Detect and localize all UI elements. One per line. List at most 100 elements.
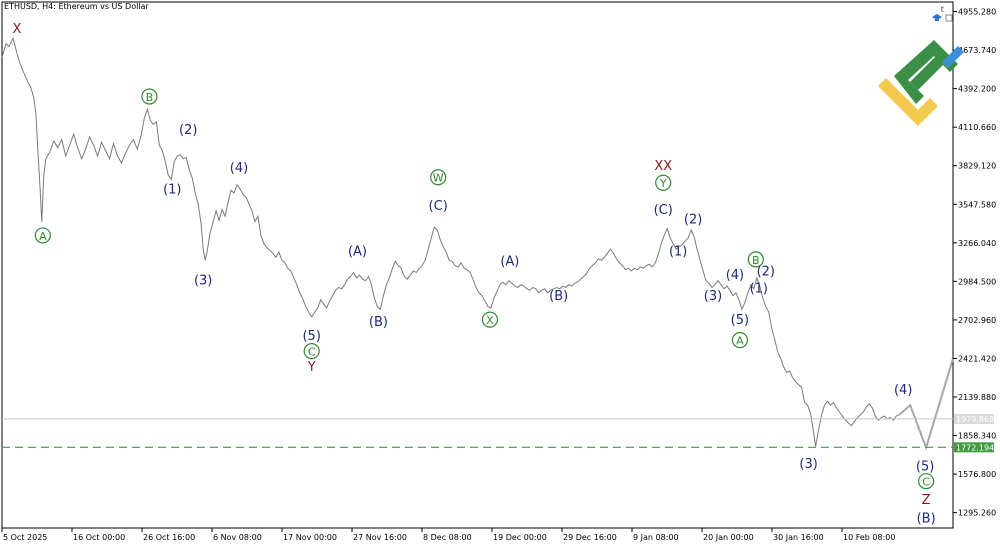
- y-tick-label: 1858.340: [958, 432, 996, 441]
- wave-label-text: A: [39, 230, 47, 243]
- price-series-layer: [1, 36, 954, 451]
- x-tick-label: 9 Jan 08:00: [633, 533, 679, 542]
- wave-label: (3): [799, 457, 817, 472]
- wave-label-text: (3): [799, 457, 817, 472]
- wave-label-circle: [747, 251, 764, 268]
- wave-label: Y: [655, 174, 672, 191]
- plot-border: [1, 1, 954, 529]
- wave-label-text: (5): [916, 460, 934, 475]
- wave-label-circle: [731, 332, 748, 349]
- wave-label: (5): [302, 329, 320, 344]
- wave-label-text: (C): [429, 199, 448, 214]
- wave-label: (4): [726, 268, 744, 283]
- y-tick-label: 2421.420: [958, 354, 996, 363]
- wave-label: (2): [684, 212, 702, 227]
- x-tick-label: 8 Dec 08:00: [423, 533, 472, 542]
- chart-frame: [1, 1, 954, 529]
- wave-label: Z: [922, 493, 931, 508]
- x-tick-label: 30 Jan 16:00: [773, 533, 824, 542]
- wave-label: (A): [500, 254, 519, 269]
- x-tick-label: 6 Nov 08:00: [213, 533, 262, 542]
- wave-labels-layer: XAB(2)(1)(4)(3)(5)CY(A)(B)W(C)(A)X(B)XXY…: [12, 22, 935, 526]
- wave-label-circle: [655, 174, 672, 191]
- y-axis: 4955.280 4673.740 4392.200 4110.660 3829.120…: [953, 8, 996, 518]
- wave-label-circle: [141, 88, 158, 105]
- price-line: [1, 36, 900, 447]
- wave-label: (C): [654, 203, 673, 218]
- wave-label-text: Y: [307, 360, 316, 375]
- wave-label: (1): [669, 245, 687, 260]
- x-tick-label: 29 Dec 16:00: [563, 533, 617, 542]
- wave-label-text: (C): [654, 203, 673, 218]
- wave-label: (4): [894, 383, 912, 398]
- wave-label-text: (5): [302, 329, 320, 344]
- wave-label-text: (B): [917, 512, 936, 527]
- wave-label-text: (3): [704, 289, 722, 304]
- wave-label-text: (4): [230, 161, 248, 176]
- y-tick-label: 4955.280: [958, 8, 996, 17]
- x-tick-label: 26 Oct 16:00: [143, 533, 195, 542]
- wave-label: (1): [163, 182, 181, 197]
- y-tick-label: 1576.800: [958, 470, 996, 479]
- wave-label-text: (B): [549, 289, 568, 304]
- wave-label-text: C: [308, 346, 316, 359]
- wave-label-circle: [34, 227, 51, 244]
- y-tick-label: 3266.040: [958, 239, 996, 248]
- corner-controls[interactable]: t: [932, 5, 953, 24]
- x-tick-label: 27 Nov 16:00: [353, 533, 407, 542]
- chart-title: ETHUSD, H4: Ethereum vs US Dollar: [4, 2, 149, 11]
- wave-label-text: B: [752, 254, 760, 267]
- wave-label-circle: [918, 473, 935, 490]
- y-tick-label: 2984.500: [958, 277, 996, 286]
- wave-label: XX: [654, 159, 672, 174]
- support-level-tag: [954, 442, 994, 453]
- wave-label-circle: [303, 343, 320, 360]
- y-tick-label: 3547.580: [958, 200, 996, 209]
- levels-layer: 1979.868 1772.194: [2, 413, 994, 453]
- x-tick-label: 17 Nov 00:00: [283, 533, 337, 542]
- wave-label: (B): [917, 512, 936, 527]
- wave-label-text: (3): [194, 274, 212, 289]
- y-tick-label: 1295.260: [958, 509, 996, 518]
- wave-label: A: [34, 227, 51, 244]
- wave-label-text: XX: [654, 159, 672, 174]
- wave-label: (A): [348, 244, 367, 259]
- wave-label-text: X: [12, 22, 21, 37]
- x-axis: 5 Oct 2025 16 Oct 00:00 26 Oct 16:00 6 Nov …: [1, 528, 895, 542]
- x-tick-label: 10 Feb 08:00: [843, 533, 895, 542]
- wave-label: (1): [750, 282, 768, 297]
- x-tick-label: 19 Dec 00:00: [493, 533, 547, 542]
- wave-label-text: (2): [757, 265, 775, 280]
- graduation-cap-icon[interactable]: [932, 14, 942, 22]
- wave-label-text: C: [922, 476, 930, 489]
- wave-label-text: (4): [726, 268, 744, 283]
- wave-label: (3): [704, 289, 722, 304]
- x-tick-label: 20 Jan 00:00: [703, 533, 754, 542]
- wave-label: (5): [731, 313, 749, 328]
- wave-label: X: [481, 311, 499, 328]
- wave-label: (2): [179, 123, 197, 138]
- wave-label: Y: [307, 360, 316, 375]
- wave-label: (B): [369, 315, 388, 330]
- wave-label-text: (5): [731, 313, 749, 328]
- wave-label-text: (2): [179, 123, 197, 138]
- current-price-label: 1979.868: [956, 415, 994, 424]
- wave-label-text: (1): [163, 182, 181, 197]
- x-tick-label: 5 Oct 2025: [3, 533, 47, 542]
- company-logo-icon: [878, 40, 964, 126]
- wave-label-text: (4): [894, 383, 912, 398]
- wave-label: (3): [194, 274, 212, 289]
- wave-label: C: [918, 473, 935, 490]
- wave-label: W: [430, 169, 447, 186]
- wave-label: B: [141, 88, 158, 105]
- wave-label-text: (A): [348, 244, 367, 259]
- box-icon[interactable]: [945, 14, 953, 22]
- wave-label: (B): [549, 289, 568, 304]
- wave-label: A: [731, 332, 748, 349]
- x-tick-label: 16 Oct 00:00: [73, 533, 125, 542]
- corner-label: t: [940, 5, 944, 14]
- wave-label-text: X: [486, 314, 494, 327]
- wave-label: (4): [230, 161, 248, 176]
- wave-label: (5): [916, 460, 934, 475]
